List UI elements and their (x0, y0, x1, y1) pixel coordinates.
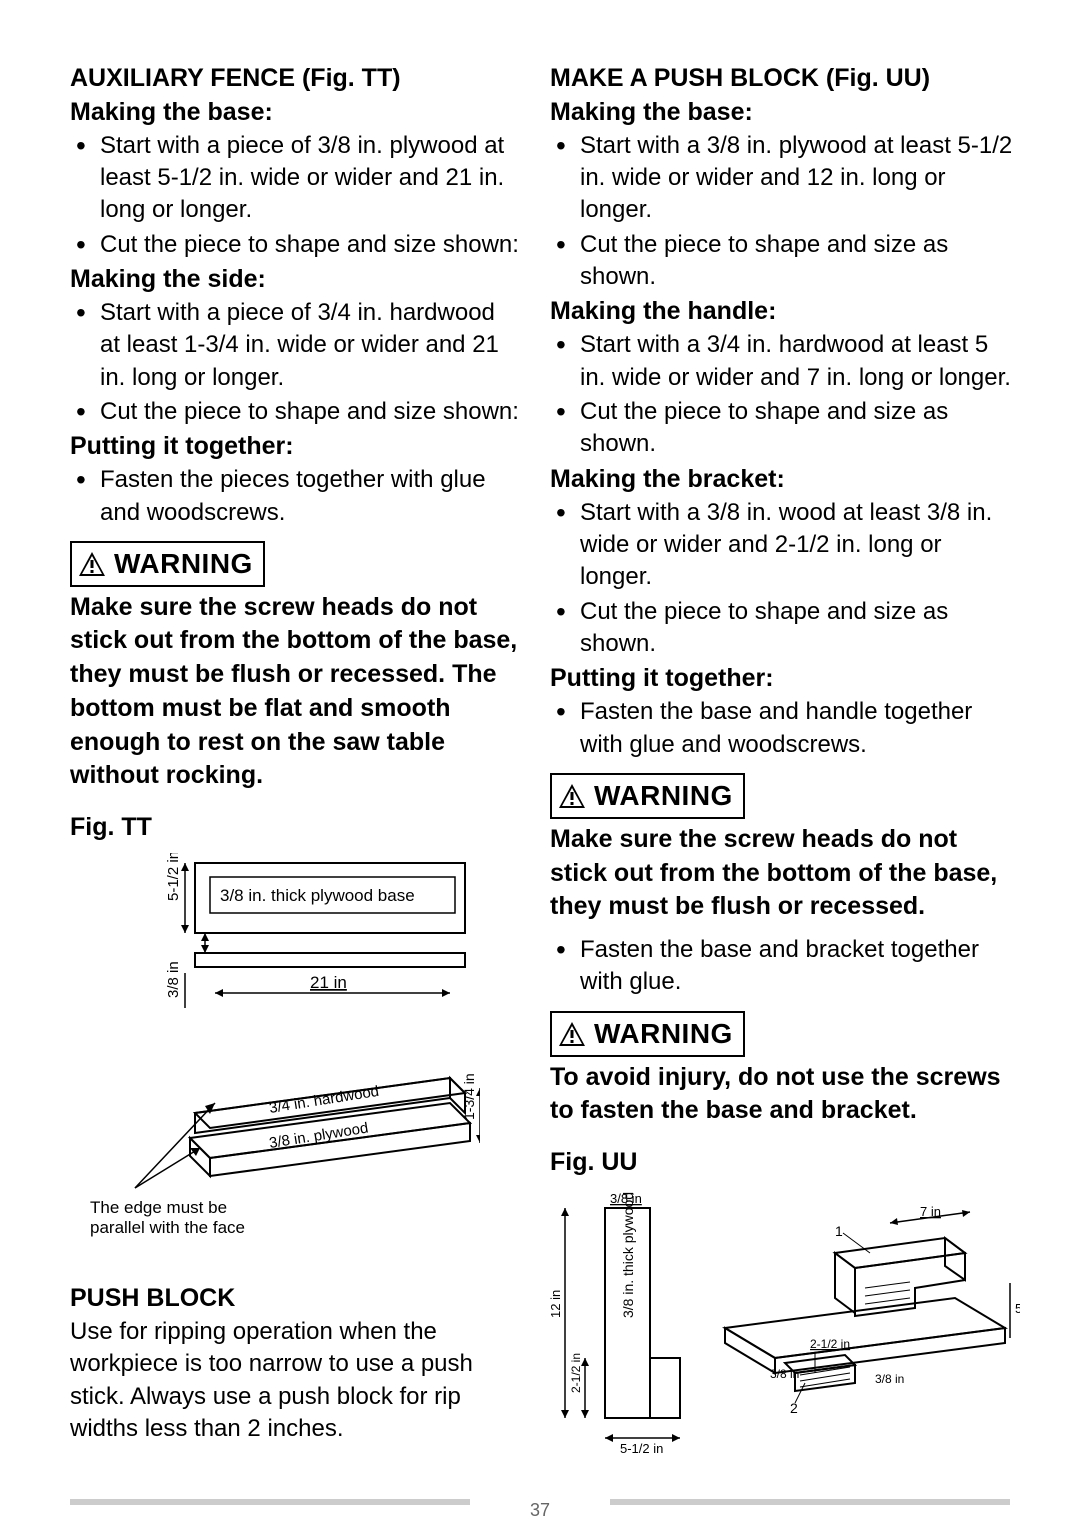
list-item: Start with a 3/8 in. plywood at least 5-… (550, 130, 1020, 227)
warning-icon (558, 783, 586, 809)
aux-fence-heading: AUXILIARY FENCE (Fig. TT) (70, 62, 520, 96)
push-block-text: Use for ripping operation when the workp… (70, 1316, 520, 1446)
left-column: AUXILIARY FENCE (Fig. TT) Making the bas… (70, 60, 520, 1467)
warning-label: WARNING (594, 1015, 733, 1053)
warning-box: WARNING (70, 541, 265, 587)
making-bracket-heading: Making the bracket: (550, 463, 1020, 497)
making-side-list: Start with a piece of 3/4 in. hardwood a… (70, 297, 520, 429)
fig-tt-len: 21 in (310, 973, 347, 992)
page-rule (70, 1499, 470, 1505)
fig-uu-5in: 5 in (1015, 1301, 1020, 1316)
list-item: Start with a piece of 3/4 in. hardwood a… (70, 297, 520, 394)
fig-uu-n1: 1 (835, 1223, 843, 1239)
making-base-list: Start with a piece of 3/8 in. plywood at… (70, 130, 520, 262)
fig-tt-note-2: parallel with the face (90, 1218, 245, 1237)
list-item: Fasten the pieces together with glue and… (70, 464, 520, 529)
page-rule (610, 1499, 1010, 1505)
list-item: Fasten the base and handle together with… (550, 696, 1020, 761)
putting-together-list: Fasten the pieces together with glue and… (70, 464, 520, 529)
fasten-bracket-list: Fasten the base and bracket together wit… (550, 934, 1020, 999)
list-item: Cut the piece to shape and size as shown… (550, 596, 1020, 661)
fig-uu-25in: 2-1/2 in (569, 1353, 583, 1393)
fig-tt-note-1: The edge must be (90, 1198, 227, 1217)
push-block-heading: PUSH BLOCK (70, 1282, 520, 1316)
warning-icon (558, 1021, 586, 1047)
list-item: Cut the piece to shape and size as shown… (550, 229, 1020, 294)
making-side-heading: Making the side: (70, 263, 520, 297)
making-base-list-r: Start with a 3/8 in. plywood at least 5-… (550, 130, 1020, 294)
page-content: AUXILIARY FENCE (Fig. TT) Making the bas… (0, 0, 1080, 1487)
fig-uu-diagram: 3/8 in. thick plywood base 12 in 2-1/2 i… (550, 1188, 1020, 1467)
making-bracket-list: Start with a 3/8 in. wood at least 3/8 i… (550, 497, 1020, 661)
list-item: Start with a 3/8 in. wood at least 3/8 i… (550, 497, 1020, 594)
warning-label: WARNING (594, 777, 733, 815)
warning-text: Make sure the screw heads do not stick o… (70, 591, 520, 794)
fig-uu-d38b: 3/8 in (875, 1372, 904, 1386)
putting-together-list-r: Fasten the base and handle together with… (550, 696, 1020, 761)
list-item: Start with a 3/4 in. hardwood at least 5… (550, 329, 1020, 394)
fig-tt-side-dim: 3/8 in (165, 961, 182, 998)
warning-icon (78, 551, 106, 577)
fig-uu-7in: 7 in (920, 1204, 941, 1219)
warning-box: WARNING (550, 773, 745, 819)
fig-uu-base-label: 3/8 in. thick plywood base (620, 1188, 636, 1318)
warning-text-2: To avoid injury, do not use the screws t… (550, 1061, 1020, 1129)
fig-tt-iso-bot: 3/8 in. plywood (268, 1119, 370, 1151)
list-item: Cut the piece to shape and size shown: (70, 229, 520, 261)
fig-uu-label: Fig. UU (550, 1146, 1020, 1180)
list-item: Start with a piece of 3/8 in. plywood at… (70, 130, 520, 227)
push-block-make-heading: MAKE A PUSH BLOCK (Fig. UU) (550, 62, 1020, 96)
making-handle-list: Start with a 3/4 in. hardwood at least 5… (550, 329, 1020, 461)
making-handle-heading: Making the handle: (550, 295, 1020, 329)
list-item: Cut the piece to shape and size shown: (70, 396, 520, 428)
fig-tt-hdim: 5-1/2 in (165, 853, 182, 901)
fig-tt-base-label: 3/8 in. thick plywood base (220, 886, 415, 905)
list-item: Fasten the base and bracket together wit… (550, 934, 1020, 999)
fig-tt-diagram: 3/8 in. thick plywood base 5-1/2 in 21 i… (70, 853, 520, 1252)
fig-uu-38top: 3/8 in (610, 1191, 642, 1206)
fig-tt-iso-h: 1-3/4 in (461, 1073, 477, 1120)
fig-uu-12in: 12 in (550, 1290, 563, 1318)
fig-uu-d38a: 3/8 in (770, 1367, 799, 1381)
list-item: Cut the piece to shape and size as shown… (550, 396, 1020, 461)
warning-text-1: Make sure the screw heads do not stick o… (550, 823, 1020, 924)
putting-together-heading: Putting it together: (70, 430, 520, 464)
making-base-heading: Making the base: (70, 96, 520, 130)
right-column: MAKE A PUSH BLOCK (Fig. UU) Making the b… (550, 60, 1020, 1467)
fig-tt-label: Fig. TT (70, 811, 520, 845)
putting-together-heading-r: Putting it together: (550, 662, 1020, 696)
fig-uu-d25: 2-1/2 in (810, 1337, 850, 1351)
making-base-heading-r: Making the base: (550, 96, 1020, 130)
page-number: 37 (530, 1500, 550, 1521)
warning-label: WARNING (114, 545, 253, 583)
warning-box: WARNING (550, 1011, 745, 1057)
fig-uu-55in: 5-1/2 in (620, 1441, 663, 1456)
fig-uu-n2: 2 (790, 1400, 798, 1416)
